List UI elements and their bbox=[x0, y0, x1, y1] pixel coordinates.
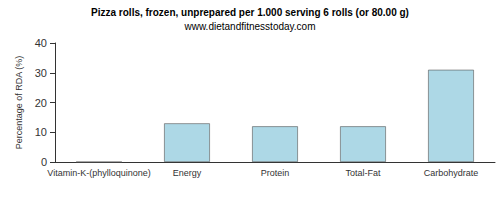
svg-text:Percentage of RDA (%): Percentage of RDA (%) bbox=[14, 56, 24, 150]
svg-text:Vitamin-K-(phylloquinone): Vitamin-K-(phylloquinone) bbox=[47, 168, 150, 178]
svg-text:10: 10 bbox=[35, 126, 47, 138]
svg-text:Total-Fat: Total-Fat bbox=[345, 168, 381, 178]
svg-text:30: 30 bbox=[35, 67, 47, 79]
svg-text:0: 0 bbox=[41, 156, 47, 168]
svg-text:40: 40 bbox=[35, 37, 47, 49]
svg-text:www.dietandfitnesstoday.com: www.dietandfitnesstoday.com bbox=[184, 21, 316, 32]
svg-text:Carbohydrate: Carbohydrate bbox=[424, 168, 479, 178]
svg-text:Energy: Energy bbox=[173, 168, 202, 178]
svg-text:Protein: Protein bbox=[261, 168, 290, 178]
svg-text:20: 20 bbox=[35, 97, 47, 109]
svg-text:Pizza rolls, frozen, unprepare: Pizza rolls, frozen, unprepared per 1.00… bbox=[91, 7, 409, 18]
